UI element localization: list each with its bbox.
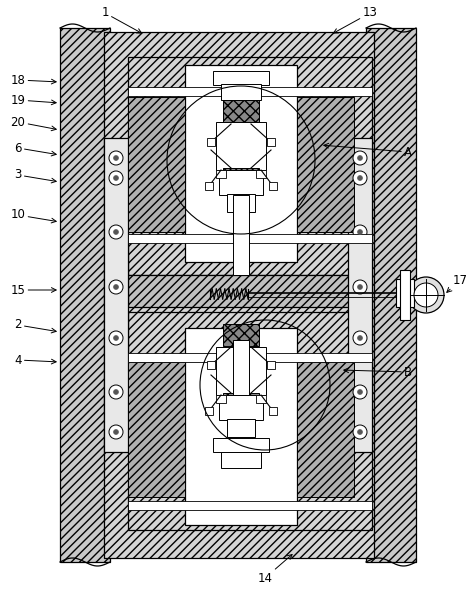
Circle shape <box>109 225 123 239</box>
Text: 20: 20 <box>10 116 56 131</box>
Bar <box>128 312 372 530</box>
Circle shape <box>109 331 123 345</box>
Bar <box>233 195 249 275</box>
Circle shape <box>357 336 363 340</box>
Text: 3: 3 <box>14 169 56 183</box>
Circle shape <box>109 171 123 185</box>
Bar <box>128 501 372 510</box>
Circle shape <box>109 425 123 439</box>
Bar <box>185 328 297 525</box>
Text: 15: 15 <box>10 284 56 297</box>
Bar <box>348 138 372 452</box>
Bar <box>366 28 416 562</box>
Text: 4: 4 <box>14 353 56 366</box>
Bar <box>216 122 266 170</box>
Circle shape <box>113 389 119 395</box>
Circle shape <box>408 277 444 313</box>
Circle shape <box>113 156 119 160</box>
Circle shape <box>109 385 123 399</box>
Bar <box>267 138 275 146</box>
Text: B: B <box>344 365 412 379</box>
Bar <box>297 362 354 497</box>
Text: 1: 1 <box>101 6 142 33</box>
Bar <box>128 275 372 307</box>
Bar <box>267 361 275 369</box>
Bar <box>216 170 226 178</box>
Bar <box>297 97 354 232</box>
Bar <box>396 279 414 307</box>
Text: 18: 18 <box>10 74 56 87</box>
Bar <box>205 182 213 190</box>
Circle shape <box>353 425 367 439</box>
Bar <box>128 362 185 497</box>
Bar <box>256 395 266 403</box>
Circle shape <box>109 151 123 165</box>
Bar <box>216 347 266 395</box>
Circle shape <box>353 171 367 185</box>
Bar <box>219 170 263 195</box>
Circle shape <box>357 284 363 290</box>
Bar <box>128 97 185 232</box>
Bar <box>213 438 269 452</box>
Text: 17: 17 <box>447 274 467 293</box>
Bar <box>223 100 259 122</box>
Circle shape <box>357 430 363 434</box>
Bar <box>223 393 259 407</box>
Text: 14: 14 <box>258 555 292 585</box>
Bar <box>128 234 372 243</box>
Circle shape <box>353 151 367 165</box>
Text: 2: 2 <box>14 319 56 333</box>
Bar <box>219 395 263 420</box>
Circle shape <box>353 225 367 239</box>
Bar <box>227 194 255 212</box>
Circle shape <box>353 331 367 345</box>
Bar <box>207 138 215 146</box>
Circle shape <box>113 284 119 290</box>
Bar <box>205 407 213 415</box>
Circle shape <box>414 283 438 307</box>
Bar <box>233 340 249 395</box>
Bar <box>128 57 372 275</box>
Bar <box>221 452 261 468</box>
Bar <box>128 353 372 362</box>
Circle shape <box>109 280 123 294</box>
Bar <box>223 168 259 182</box>
Bar <box>400 270 410 320</box>
Circle shape <box>113 175 119 181</box>
Circle shape <box>113 230 119 234</box>
Bar <box>221 84 261 100</box>
Circle shape <box>353 280 367 294</box>
Bar <box>227 419 255 437</box>
Bar <box>269 182 277 190</box>
Bar <box>269 407 277 415</box>
Circle shape <box>357 389 363 395</box>
Text: 13: 13 <box>333 6 377 33</box>
Bar <box>60 28 110 562</box>
Text: 10: 10 <box>10 208 56 223</box>
Bar <box>216 395 226 403</box>
Text: A: A <box>324 143 412 159</box>
Bar <box>128 87 372 96</box>
Bar <box>256 170 266 178</box>
Bar <box>185 65 297 262</box>
Bar <box>223 324 259 346</box>
Bar <box>104 138 128 452</box>
Circle shape <box>113 430 119 434</box>
Text: 6: 6 <box>14 142 56 156</box>
Circle shape <box>113 336 119 340</box>
Circle shape <box>357 156 363 160</box>
Circle shape <box>357 230 363 234</box>
Bar <box>207 361 215 369</box>
Circle shape <box>357 175 363 181</box>
Bar <box>104 32 374 558</box>
Text: 19: 19 <box>10 93 56 107</box>
Circle shape <box>353 385 367 399</box>
Bar <box>213 71 269 85</box>
